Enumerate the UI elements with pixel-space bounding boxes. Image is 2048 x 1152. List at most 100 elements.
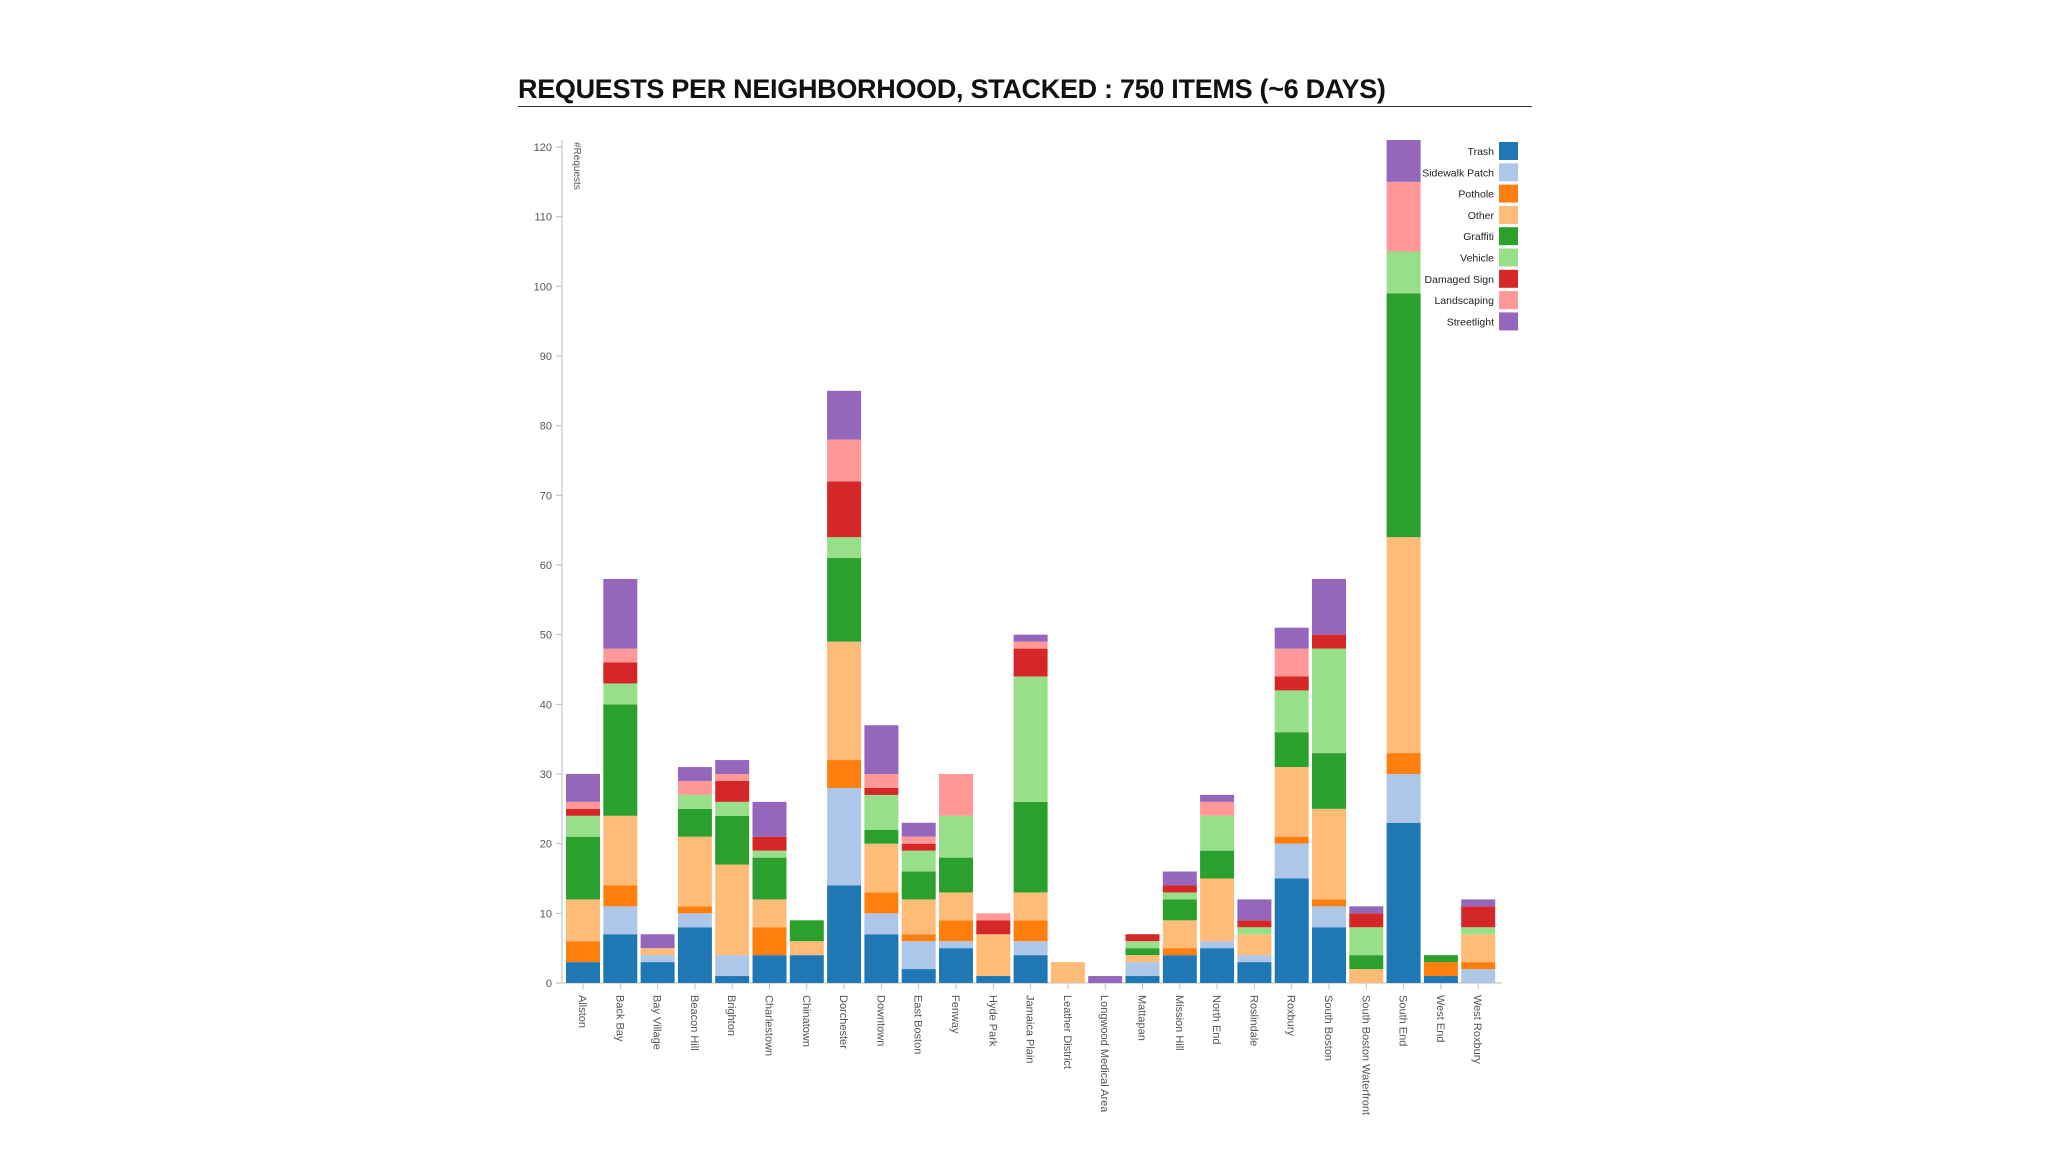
bar-segment — [976, 976, 1011, 983]
bar-segment — [827, 537, 862, 559]
x-tick-label: North End — [1210, 995, 1222, 1045]
bar-stack — [1162, 871, 1197, 983]
bar-segment — [901, 822, 936, 837]
bar-segment — [1461, 969, 1496, 983]
bar-segment — [901, 969, 936, 983]
x-tick-label: Jamaica Plain — [1024, 995, 1036, 1063]
bar-segment — [566, 801, 600, 809]
bar-segment — [1013, 634, 1048, 642]
legend-label: Other — [1468, 210, 1495, 222]
legend-swatch — [1499, 184, 1518, 203]
bar-segment — [827, 760, 862, 788]
bar-segment — [1237, 927, 1272, 935]
bar-segment — [1386, 293, 1421, 538]
bar-segment — [1274, 836, 1309, 844]
x-tick-label: Chinatown — [800, 995, 812, 1047]
bar-segment — [864, 934, 899, 983]
bar-segment — [864, 913, 899, 935]
bar-segment — [566, 836, 600, 900]
bar-segment — [1349, 955, 1384, 970]
y-tick-label: 10 — [540, 908, 552, 920]
legend-swatch — [1499, 269, 1518, 288]
bar-segment — [1423, 955, 1458, 963]
bar-segment — [752, 927, 787, 956]
x-tick-label: South End — [1397, 995, 1409, 1046]
bar-segment — [901, 871, 936, 900]
bar-segment — [864, 892, 899, 914]
bar-segment — [864, 843, 899, 893]
bar-segment — [901, 843, 936, 851]
x-tick-label: Dorchester — [837, 995, 849, 1049]
bar-segment — [1125, 941, 1160, 949]
bar-stack — [1013, 634, 1048, 983]
bar-stack — [715, 760, 750, 983]
bar-segment — [603, 662, 638, 684]
legend-swatch — [1499, 227, 1518, 246]
bar-segment — [677, 808, 712, 837]
x-tick-label: West Roxbury — [1471, 995, 1483, 1064]
y-tick-label: 110 — [534, 212, 552, 224]
bar-segment — [1386, 251, 1421, 294]
bar-segment — [789, 955, 824, 983]
y-axis-label: #Requests — [571, 142, 582, 190]
x-tick-label: Downtown — [874, 995, 886, 1046]
bars — [566, 140, 1496, 983]
legend-item: Sidewalk Patch — [1422, 163, 1518, 182]
bar-segment — [1312, 648, 1346, 754]
bar-segment — [1274, 627, 1309, 649]
x-tick-label: West End — [1434, 995, 1446, 1043]
bar-segment — [715, 801, 750, 816]
bar-segment — [1237, 920, 1272, 928]
x-tick-label: Leather District — [1061, 995, 1073, 1069]
bar-stack — [1312, 578, 1346, 983]
bar-segment — [1274, 690, 1309, 733]
bar-segment — [939, 920, 973, 942]
bar-segment — [640, 934, 675, 949]
bar-segment — [1162, 871, 1197, 886]
bar-segment — [603, 704, 638, 816]
bar-segment — [1200, 801, 1235, 816]
bar-segment — [827, 390, 862, 440]
y-tick-label: 90 — [540, 351, 552, 363]
legend-swatch — [1499, 248, 1518, 267]
bar-segment — [1461, 934, 1496, 963]
bar-segment — [1162, 920, 1197, 949]
legend-item: Streetlight — [1447, 312, 1518, 331]
legend-item: Landscaping — [1434, 291, 1518, 310]
bar-segment — [640, 948, 675, 956]
bar-segment — [715, 955, 750, 977]
bar-segment — [1423, 976, 1458, 983]
bar-segment — [1162, 948, 1197, 956]
legend-item: Pothole — [1458, 184, 1518, 203]
bar-segment — [677, 906, 712, 914]
bar-segment — [1274, 676, 1309, 691]
bar-segment — [1125, 976, 1160, 983]
bar-segment — [1125, 962, 1160, 977]
bar-segment — [1200, 815, 1235, 851]
bar-segment — [939, 892, 973, 921]
bar-segment — [1461, 927, 1496, 935]
x-tick-label: Mattapan — [1136, 995, 1148, 1041]
x-tick-label: East Boston — [912, 995, 924, 1054]
legend-item: Damaged Sign — [1425, 269, 1518, 288]
x-tick-label: Bay Village — [651, 995, 663, 1050]
y-tick-label: 20 — [540, 839, 552, 851]
bar-segment — [1461, 962, 1496, 970]
x-tick-label: Roxbury — [1285, 995, 1297, 1036]
bar-stack — [1125, 934, 1160, 983]
bar-segment — [603, 683, 638, 705]
bar-segment — [939, 857, 973, 893]
legend-label: Landscaping — [1434, 295, 1494, 307]
legend-label: Sidewalk Patch — [1422, 167, 1494, 179]
bar-stack — [603, 578, 638, 983]
x-tick-label: Charlestown — [763, 995, 775, 1056]
bar-segment — [789, 941, 824, 956]
bar-segment — [827, 787, 862, 886]
y-tick-label: 70 — [540, 490, 552, 502]
bar-stack — [789, 920, 824, 983]
bar-segment — [566, 941, 600, 963]
x-tick-label: South Boston Waterfront — [1359, 995, 1371, 1115]
bar-segment — [1237, 962, 1272, 983]
bar-segment — [1013, 676, 1048, 802]
